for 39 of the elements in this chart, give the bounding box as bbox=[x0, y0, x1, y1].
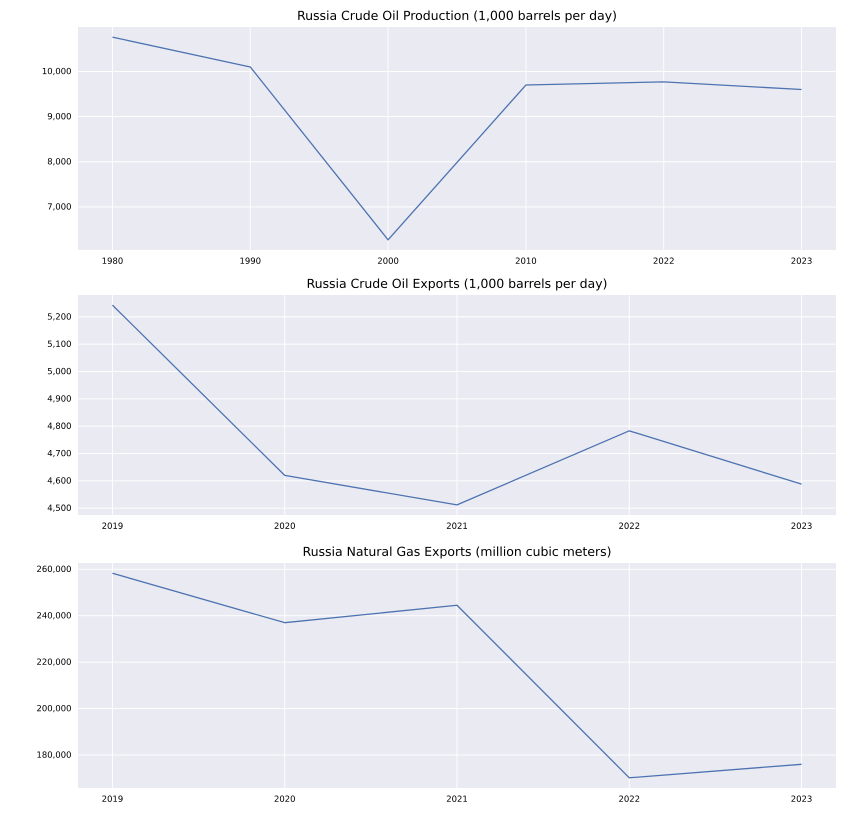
y-tick-label: 4,900 bbox=[48, 395, 71, 402]
x-tick-label: 2019 bbox=[102, 522, 123, 529]
x-tick-label: 2022 bbox=[619, 522, 640, 529]
chart-title: Russia Crude Oil Production (1,000 barrels per day) bbox=[298, 10, 616, 23]
x-tick-label: 2022 bbox=[654, 258, 674, 264]
line-series bbox=[112, 572, 802, 778]
y-tick-label: 10,000 bbox=[42, 68, 71, 76]
x-tick-label: 2019 bbox=[102, 796, 123, 802]
x-tick-label: 2023 bbox=[791, 522, 812, 529]
x-tick-label: 1990 bbox=[240, 258, 260, 264]
y-tick-label: 9,000 bbox=[48, 112, 71, 120]
y-tick-label: 8,000 bbox=[48, 158, 71, 166]
y-tick-label: 7,000 bbox=[48, 203, 71, 211]
y-tick-label: 200,000 bbox=[37, 704, 71, 712]
x-tick-label: 2021 bbox=[446, 796, 467, 802]
line-series bbox=[112, 36, 802, 240]
x-tick-label: 2020 bbox=[274, 796, 295, 802]
y-tick-label: 5,100 bbox=[48, 340, 71, 348]
x-tick-label: 2000 bbox=[378, 258, 398, 264]
x-tick-label: 2023 bbox=[791, 796, 812, 802]
chart-title: Russia Natural Gas Exports (million cubic meters) bbox=[304, 546, 610, 559]
y-tick-label: 4,600 bbox=[48, 477, 71, 484]
y-tick-label: 4,500 bbox=[48, 504, 71, 512]
y-tick-label: 4,700 bbox=[48, 450, 71, 458]
x-tick-label: 1980 bbox=[102, 258, 123, 264]
x-tick-label: 2010 bbox=[516, 258, 536, 264]
x-tick-label: 2020 bbox=[274, 522, 295, 529]
y-tick-label: 260,000 bbox=[37, 566, 71, 573]
y-tick-label: 220,000 bbox=[37, 658, 71, 666]
line-series bbox=[112, 304, 802, 506]
x-tick-label: 2022 bbox=[619, 796, 640, 802]
y-tick-label: 4,800 bbox=[48, 422, 71, 430]
y-tick-label: 240,000 bbox=[37, 612, 71, 620]
y-tick-label: 180,000 bbox=[37, 751, 71, 759]
y-tick-label: 5,000 bbox=[48, 368, 71, 376]
x-tick-label: 2021 bbox=[446, 522, 467, 529]
chart-title: Russia Crude Oil Exports (1,000 barrels per day) bbox=[308, 278, 606, 291]
x-tick-label: 2023 bbox=[791, 258, 812, 264]
y-tick-label: 5,200 bbox=[48, 313, 71, 321]
